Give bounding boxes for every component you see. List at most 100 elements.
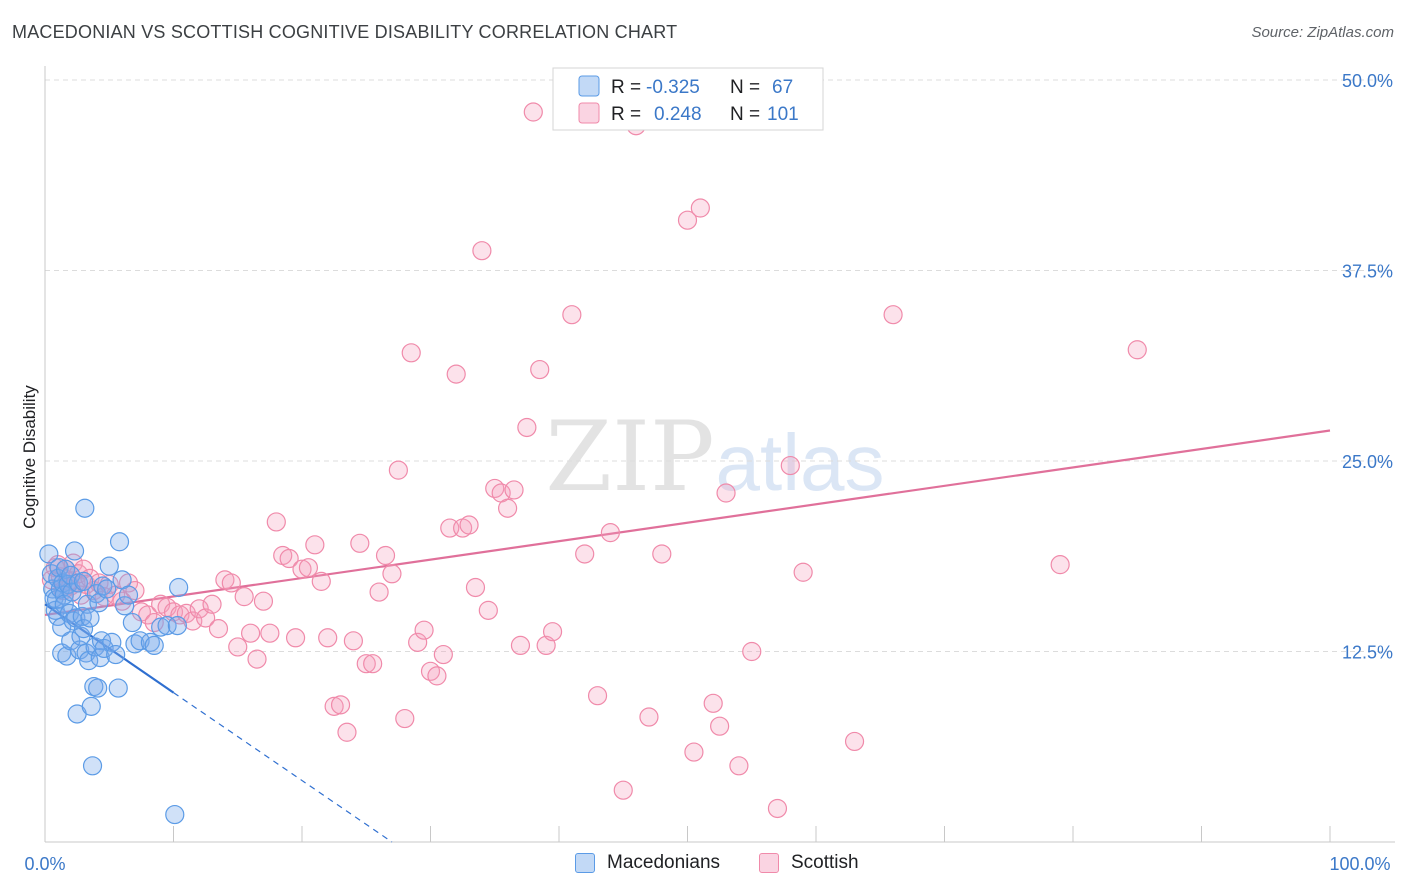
scottish-point — [587, 686, 608, 706]
tick-labels: 12.5% 25.0% 37.5% 50.0% 0.0% 100.0% — [24, 71, 1393, 874]
macedonians-point — [167, 615, 187, 636]
macedonians-point — [49, 558, 69, 578]
watermark: ZIP atlas — [545, 401, 884, 513]
macedonians-point — [54, 594, 74, 614]
macedonians-point — [64, 541, 85, 561]
watermark-atlas: atlas — [716, 418, 885, 507]
scottish-point — [427, 666, 447, 686]
scottish-point — [266, 512, 286, 532]
scottish-point — [542, 622, 563, 642]
scottish-point — [504, 480, 524, 500]
scottish-point — [446, 364, 466, 384]
scottish-point — [388, 460, 408, 480]
legend-item-scottish: Scottish — [759, 852, 859, 874]
macedonians-point — [81, 696, 101, 716]
macedonians-point — [102, 632, 122, 652]
scottish-point — [318, 628, 338, 648]
macedonians-point — [169, 577, 189, 598]
macedonians-point — [115, 596, 135, 616]
legend-r-label-1: R = — [611, 77, 641, 98]
legend-n-value-2: 101 — [767, 104, 799, 125]
scottish-point — [793, 562, 813, 582]
macedonians-point — [99, 556, 119, 576]
scottish-point — [465, 577, 486, 598]
macedonians-point — [91, 631, 112, 651]
scottish-point — [311, 571, 331, 591]
scottish-point — [305, 535, 325, 555]
scottish-point — [523, 102, 543, 122]
scottish-point — [600, 523, 621, 543]
y-tick-label: 25.0% — [1342, 452, 1393, 472]
y-axis-label: Cognitive Disability — [20, 385, 39, 529]
legend-n-label-1: N = — [730, 77, 760, 98]
watermark-zip: ZIP — [545, 401, 714, 513]
source-credit: Source: ZipAtlas.com — [1251, 24, 1394, 41]
scottish-point — [234, 587, 254, 607]
scottish-point — [710, 716, 730, 736]
scottish-point — [356, 654, 376, 674]
scottish-point — [562, 305, 582, 325]
macedonians-point — [88, 678, 108, 698]
scottish-point — [767, 798, 788, 819]
scottish-point — [247, 649, 267, 669]
macedonians-point — [75, 498, 95, 518]
macedonians-point — [130, 631, 150, 651]
legend-r-value-2: 0.248 — [654, 104, 702, 125]
scottish-point — [690, 198, 710, 218]
axes — [44, 66, 1395, 843]
macedonians-point — [80, 608, 100, 628]
scottish-point — [729, 756, 749, 776]
macedonians-point — [118, 585, 139, 605]
scottish-point — [639, 707, 659, 727]
scottish-point — [472, 241, 492, 261]
macedonians-point — [151, 617, 171, 637]
macedonians-point — [165, 804, 185, 825]
scottish-point — [401, 343, 421, 363]
scottish-point — [510, 635, 531, 656]
gridlines — [45, 79, 1395, 652]
scottish-point — [298, 558, 319, 578]
legend-swatch-scottish — [578, 102, 600, 124]
macedonians-point — [106, 644, 126, 665]
scottish-point — [330, 695, 351, 715]
scottish-point — [221, 573, 241, 593]
scottish-point — [63, 553, 83, 573]
scottish-point — [279, 548, 299, 569]
macedonians-point — [55, 559, 76, 579]
macedonians-point — [108, 678, 128, 698]
y-tick-label: 12.5% — [1342, 643, 1393, 663]
macedonians-point — [109, 532, 130, 552]
data-points — [39, 102, 1147, 825]
correlation-legend: R = -0.325 N = 67 R = 0.248 N = 101 — [552, 67, 824, 131]
scottish-point — [241, 623, 261, 643]
scottish-point — [433, 644, 453, 665]
scottish-point — [1050, 555, 1070, 575]
macedonians-point — [144, 635, 164, 656]
scottish-point — [652, 544, 672, 564]
scottish-point — [337, 722, 357, 742]
macedonians-point — [94, 638, 114, 659]
macedonians-point — [97, 579, 117, 599]
scottish-point — [780, 455, 800, 476]
scottish-point — [253, 591, 274, 611]
chart-title: MACEDONIAN VS SCOTTISH COGNITIVE DISABIL… — [12, 22, 678, 42]
scottish-point — [844, 731, 865, 752]
macedonians-point — [39, 544, 59, 564]
scottish-point — [530, 359, 550, 380]
scottish-point — [369, 582, 389, 602]
scottish-point — [703, 693, 723, 713]
scottish-point — [517, 417, 537, 438]
scottish-point — [459, 515, 479, 535]
legend-swatch-macedonians — [578, 75, 600, 97]
scottish-point — [684, 742, 704, 762]
scottish-point — [260, 623, 280, 643]
macedonians-point — [66, 608, 86, 628]
scottish-point — [324, 696, 344, 716]
scottish-point — [716, 483, 736, 503]
legend-label-macedonians: Macedonians — [607, 852, 721, 873]
scottish-point — [408, 632, 428, 652]
scottish-point — [395, 708, 415, 729]
scottish-point — [498, 498, 518, 518]
scottish-point — [883, 305, 903, 325]
legend-r-value-1: -0.325 — [646, 77, 700, 98]
